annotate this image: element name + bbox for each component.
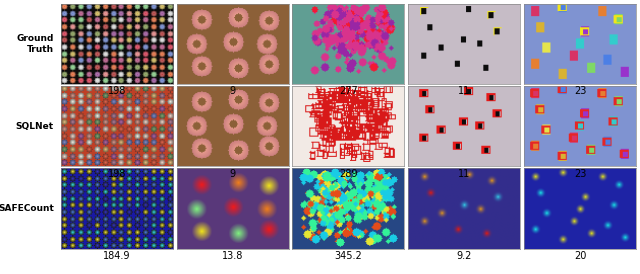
Text: 9: 9 <box>230 169 236 178</box>
Text: 184.9: 184.9 <box>103 251 131 261</box>
Text: SAFECount: SAFECount <box>0 204 54 213</box>
Text: Ground
Truth: Ground Truth <box>17 34 54 53</box>
Text: 23: 23 <box>574 86 586 96</box>
Text: 23: 23 <box>574 169 586 178</box>
Text: 198: 198 <box>108 169 126 178</box>
Text: 9: 9 <box>230 86 236 96</box>
Text: 277: 277 <box>339 86 358 96</box>
Text: 11: 11 <box>458 86 470 96</box>
Text: 198: 198 <box>108 86 126 96</box>
Text: SQLNet: SQLNet <box>15 122 54 130</box>
Text: 20: 20 <box>574 251 586 261</box>
Text: 9.2: 9.2 <box>456 251 472 261</box>
Text: 13.8: 13.8 <box>222 251 243 261</box>
Text: 345.2: 345.2 <box>335 251 362 261</box>
Text: 11: 11 <box>458 169 470 178</box>
Text: 289: 289 <box>339 169 358 178</box>
